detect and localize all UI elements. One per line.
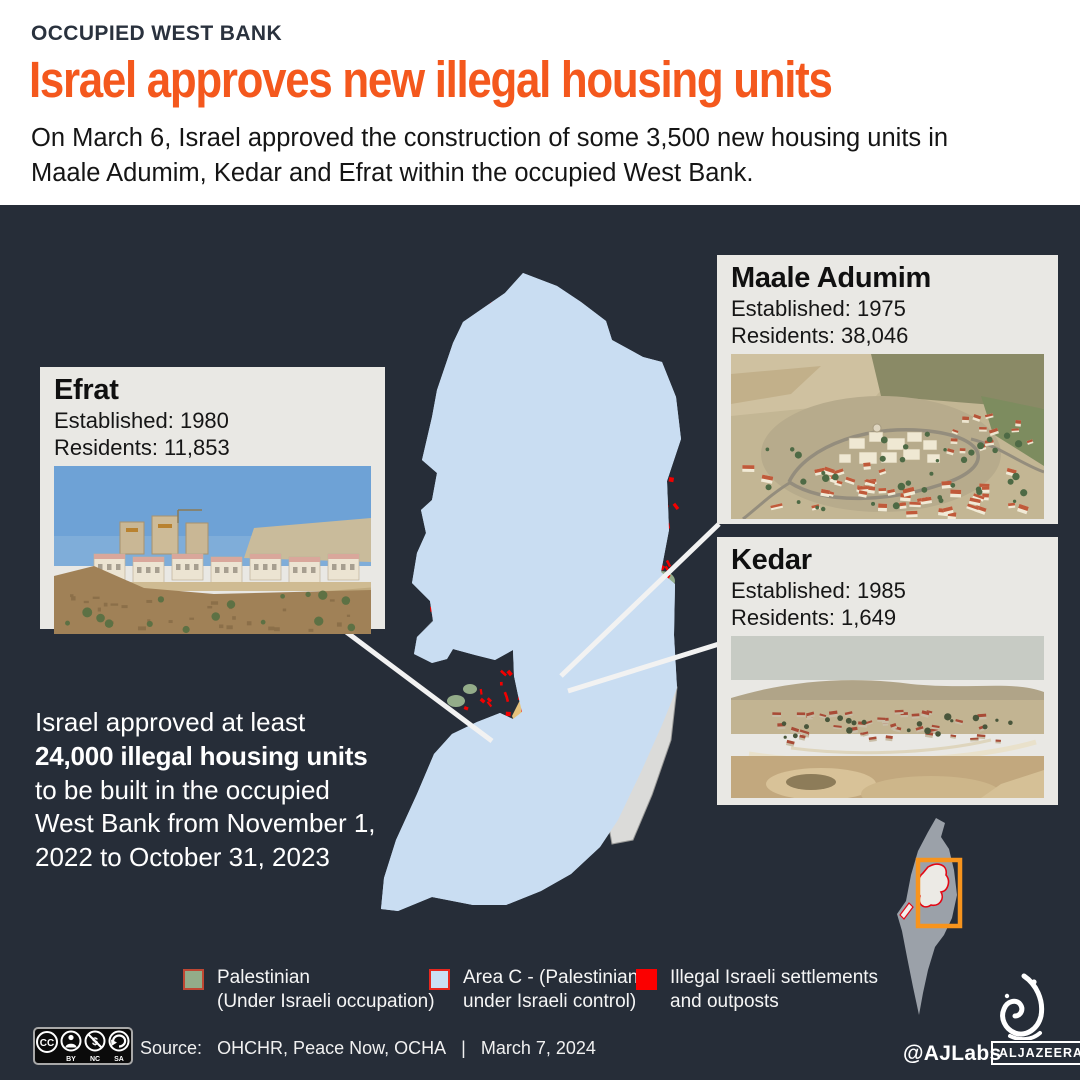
aljazeera-logo-icon (1000, 973, 1045, 1040)
svg-text:CC: CC (40, 1038, 54, 1049)
settlement-residents: Residents: 1,649 (731, 605, 897, 631)
source-label: Source: (140, 1038, 203, 1058)
legend-label: and outposts (670, 990, 779, 1012)
legend-label: under Israeli control) (463, 990, 637, 1012)
legend-label: (Under Israeli occupation) (217, 990, 435, 1012)
annotation-line: 2022 to October 31, 2023 (35, 842, 330, 873)
legend-swatch-area-c (429, 969, 450, 990)
construction-towers (119, 509, 209, 555)
leader-line-maale-adumim (559, 522, 721, 678)
source-date: March 7, 2024 (480, 1038, 596, 1058)
card-kedar: Kedar Established: 1985 Residents: 1,649 (717, 537, 1058, 805)
cc-by-icon (60, 1030, 82, 1052)
leader-line-kedar (567, 641, 720, 694)
svg-text:NC: NC (90, 1056, 100, 1063)
housing-scatter (742, 413, 1034, 520)
svg-text:SA: SA (114, 1056, 124, 1063)
cc-nc-icon (84, 1030, 106, 1052)
annotation-line-bold: 24,000 illegal housing units (35, 740, 368, 771)
inset-gaza (899, 902, 914, 920)
housing-row (93, 554, 360, 584)
ajlabs-credit: @AJLabs (903, 1042, 1002, 1065)
rocky-foreground (65, 590, 356, 634)
settlement-name: Efrat (54, 374, 119, 406)
legend-item-area-c: Area C - (Palestinian under Israeli cont… (429, 966, 638, 1014)
efrat-settlement-photo (54, 466, 371, 635)
legend-item-palestinian: Palestinian (Under Israeli occupation) (183, 966, 435, 1014)
trees (765, 432, 1028, 512)
maale-adumim-aerial-photo (731, 354, 1044, 520)
key-fact-annotation: Israel approved at least 24,000 illegal … (35, 706, 376, 875)
card-efrat: Efrat Established: 1980 Residents: 11,85… (40, 367, 385, 635)
cc-sa-icon (108, 1030, 130, 1052)
subtitle-line1: On March 6, Israel approved the construc… (31, 124, 949, 152)
legend-label: Area C - (Palestinian (463, 967, 639, 988)
creative-commons-badge: CC $ BY NC SA (33, 1027, 133, 1065)
annotation-line: Israel approved at least (35, 707, 306, 737)
source-line: Source: OHCHR, Peace Now, OCHA | March 7… (140, 1038, 596, 1059)
settlement-established: Established: 1980 (54, 407, 229, 433)
svg-text:BY: BY (66, 1056, 76, 1063)
header: OCCUPIED WEST BANK Israel approves new i… (0, 0, 1080, 205)
legend-swatch-palestinian (183, 969, 204, 990)
leader-line-efrat (343, 628, 494, 744)
card-maale-adumim: Maale Adumim Established: 1975 Residents… (717, 255, 1058, 524)
aljazeera-wordmark: ALJAZEERA (991, 1041, 1080, 1065)
settlement-residents: Residents: 11,853 (54, 435, 230, 461)
settlement-established: Established: 1975 (731, 295, 906, 321)
settlement-name: Maale Adumim (731, 262, 931, 294)
settlement-residents: Residents: 38,046 (731, 323, 909, 349)
kicker: OCCUPIED WEST BANK (31, 22, 283, 45)
israel-locator-map (897, 818, 963, 1015)
legend-label: Palestinian (217, 967, 310, 988)
subtitle: On March 6, Israel approved the construc… (31, 121, 948, 191)
trees (781, 713, 1013, 740)
apartment-blocks (838, 423, 941, 465)
source-separator: | (461, 1038, 466, 1058)
page-title: Israel approves new illegal housing unit… (29, 51, 833, 108)
legend-label: Illegal Israeli settlements (670, 967, 879, 988)
annotation-line: West Bank from November 1, (35, 808, 376, 839)
subtitle-line2: Maale Adumim, Kedar and Efrat within the… (31, 158, 754, 187)
cc-icon (36, 1031, 58, 1053)
settlement-established: Established: 1985 (731, 577, 906, 603)
annotation-line: to be built in the occupied (35, 774, 330, 805)
kedar-settlement-photo (731, 636, 1044, 799)
legend-swatch-settlements (636, 969, 657, 990)
source-agencies: OHCHR, Peace Now, OCHA (217, 1038, 447, 1058)
legend-item-settlements: Illegal Israeli settlements and outposts (636, 966, 878, 1014)
settlement-name: Kedar (731, 544, 812, 576)
inset-highlight-box (915, 857, 963, 929)
